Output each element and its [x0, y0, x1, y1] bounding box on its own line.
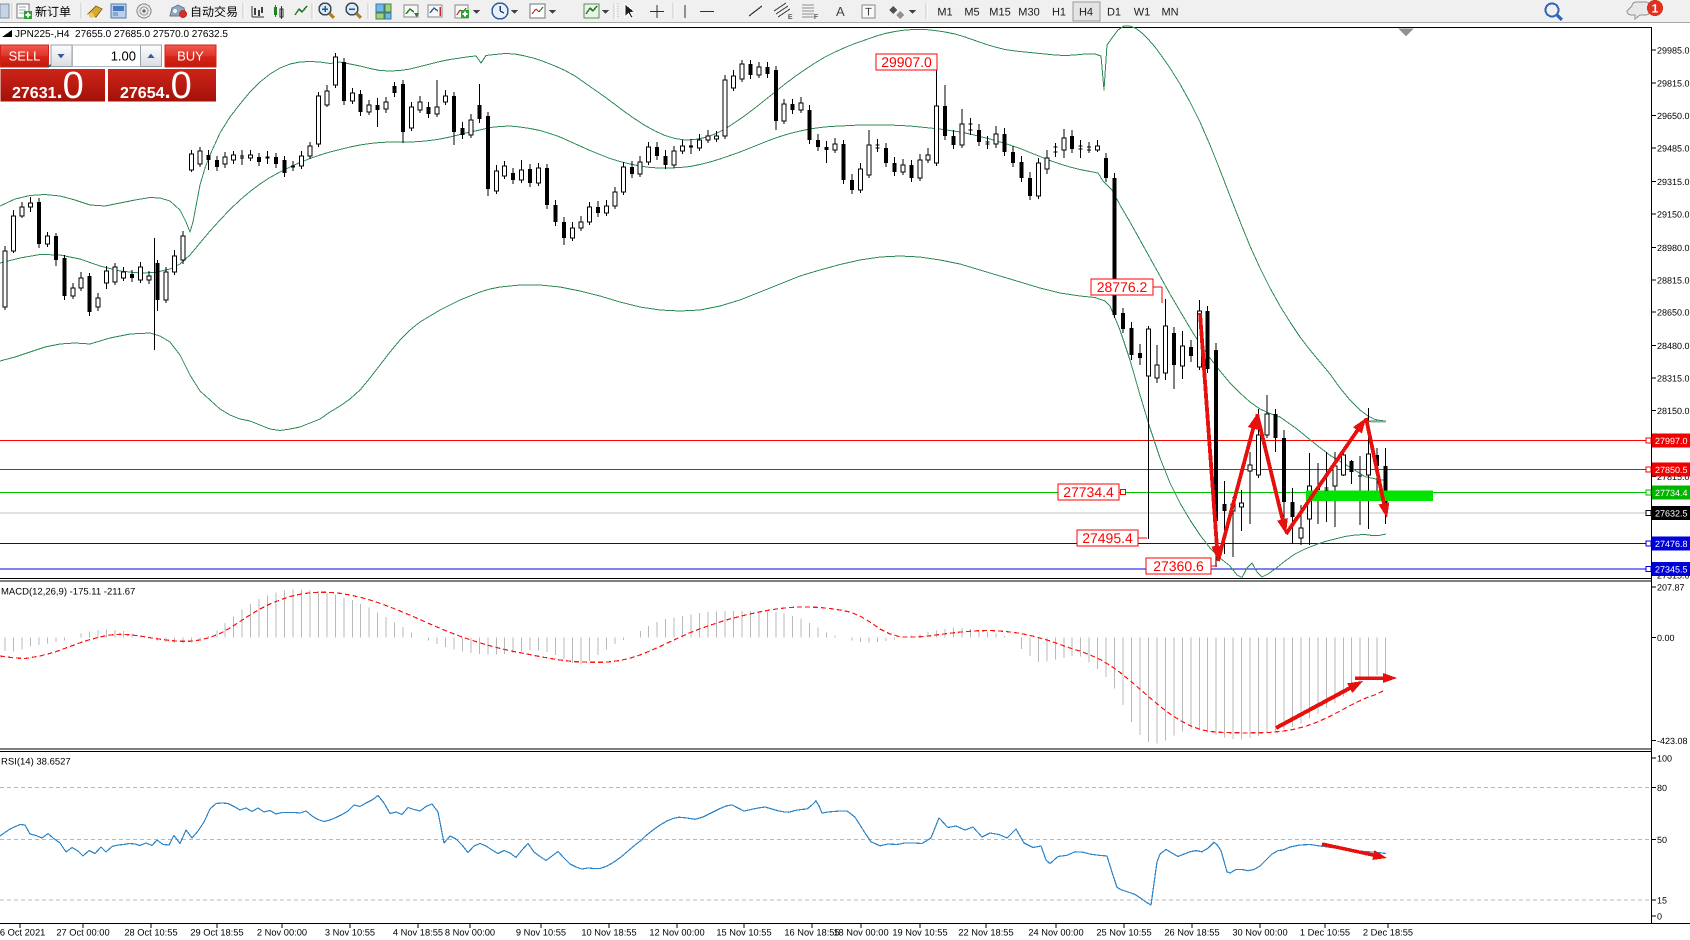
svg-text:SELL: SELL [9, 49, 41, 64]
svg-text:29650.0: 29650.0 [1657, 111, 1690, 121]
svg-text:100: 100 [1657, 754, 1672, 764]
svg-text:H1: H1 [1052, 7, 1066, 19]
svg-text:BUY: BUY [177, 49, 204, 64]
svg-text:M15: M15 [989, 7, 1010, 19]
svg-text:JPN225-,H4 27655.0 27685.0 27: JPN225-,H4 27655.0 27685.0 27570.0 27632… [15, 29, 228, 40]
svg-text:3 Nov 10:55: 3 Nov 10:55 [325, 928, 375, 938]
svg-text:D1: D1 [1107, 7, 1121, 19]
svg-text:0.00: 0.00 [1657, 633, 1675, 643]
svg-text:27476.8: 27476.8 [1655, 539, 1688, 549]
svg-text:0: 0 [1657, 912, 1662, 922]
svg-text:E: E [788, 14, 793, 21]
svg-text:29150.0: 29150.0 [1657, 209, 1690, 219]
svg-text:27631.0: 27631.0 [12, 65, 84, 107]
svg-text:F: F [814, 14, 818, 21]
svg-text:207.87: 207.87 [1657, 583, 1685, 593]
svg-text:28650.0: 28650.0 [1657, 308, 1690, 318]
svg-text:28776.2: 28776.2 [1097, 279, 1148, 295]
svg-text:27734.4: 27734.4 [1063, 484, 1114, 500]
svg-text:4 Nov 18:55: 4 Nov 18:55 [393, 928, 443, 938]
svg-text:8 Nov 00:00: 8 Nov 00:00 [445, 928, 495, 938]
svg-text:19 Nov 10:55: 19 Nov 10:55 [892, 928, 947, 938]
svg-text:-423.08: -423.08 [1657, 736, 1688, 746]
svg-text:29907.0: 29907.0 [881, 54, 932, 70]
svg-text:15 Nov 10:55: 15 Nov 10:55 [716, 928, 771, 938]
svg-text:28315.0: 28315.0 [1657, 374, 1690, 384]
svg-text:18 Nov 00:00: 18 Nov 00:00 [833, 928, 888, 938]
svg-text:29815.0: 29815.0 [1657, 79, 1690, 89]
svg-text:1 Dec 10:55: 1 Dec 10:55 [1300, 928, 1350, 938]
svg-text:27495.4: 27495.4 [1082, 530, 1133, 546]
svg-text:29985.0: 29985.0 [1657, 45, 1690, 55]
svg-text:10 Nov 18:55: 10 Nov 18:55 [581, 928, 636, 938]
svg-text:30 Nov 00:00: 30 Nov 00:00 [1232, 928, 1287, 938]
svg-text:28150.0: 28150.0 [1657, 406, 1690, 416]
svg-text:H4: H4 [1079, 7, 1093, 19]
svg-text:RSI(14) 38.6527: RSI(14) 38.6527 [1, 757, 71, 768]
svg-text:9 Nov 10:55: 9 Nov 10:55 [516, 928, 566, 938]
svg-text:29485.0: 29485.0 [1657, 144, 1690, 154]
svg-text:28480.0: 28480.0 [1657, 341, 1690, 351]
svg-text:W1: W1 [1134, 7, 1151, 19]
svg-text:15: 15 [1657, 896, 1667, 906]
svg-text:50: 50 [1657, 835, 1667, 845]
svg-text:MACD(12,26,9) -175.11 -211.67: MACD(12,26,9) -175.11 -211.67 [1, 587, 135, 598]
svg-text:27997.0: 27997.0 [1655, 436, 1688, 446]
svg-text:27 Oct 00:00: 27 Oct 00:00 [56, 928, 109, 938]
svg-text:28980.0: 28980.0 [1657, 243, 1690, 253]
svg-text:28 Oct 10:55: 28 Oct 10:55 [124, 928, 177, 938]
svg-text:1.00: 1.00 [111, 49, 136, 64]
svg-text:28815.0: 28815.0 [1657, 275, 1690, 285]
svg-text:27360.6: 27360.6 [1153, 558, 1204, 574]
svg-text:29315.0: 29315.0 [1657, 177, 1690, 187]
svg-text:M30: M30 [1018, 7, 1039, 19]
svg-text:26 Oct 2021: 26 Oct 2021 [0, 928, 45, 938]
svg-text:M5: M5 [964, 7, 979, 19]
svg-text:27345.5: 27345.5 [1655, 565, 1688, 575]
svg-text:M1: M1 [937, 7, 952, 19]
svg-text:27815.0: 27815.0 [1657, 472, 1690, 482]
svg-text:12 Nov 00:00: 12 Nov 00:00 [649, 928, 704, 938]
svg-text:25 Nov 10:55: 25 Nov 10:55 [1096, 928, 1151, 938]
svg-text:27850.5: 27850.5 [1655, 465, 1688, 475]
svg-text:A: A [836, 4, 845, 19]
svg-text:26 Nov 18:55: 26 Nov 18:55 [1164, 928, 1219, 938]
svg-text:80: 80 [1657, 783, 1667, 793]
svg-text:27632.5: 27632.5 [1655, 508, 1688, 518]
svg-text:T: T [865, 7, 872, 19]
svg-text:24 Nov 00:00: 24 Nov 00:00 [1028, 928, 1083, 938]
svg-text:27654.0: 27654.0 [120, 65, 192, 107]
svg-text:1: 1 [1652, 2, 1659, 16]
svg-text:MN: MN [1161, 7, 1178, 19]
svg-text:27734.4: 27734.4 [1655, 488, 1688, 498]
svg-text:22 Nov 18:55: 22 Nov 18:55 [958, 928, 1013, 938]
svg-text:16 Nov 18:55: 16 Nov 18:55 [784, 928, 839, 938]
svg-text:自动交易: 自动交易 [190, 5, 238, 19]
svg-text:2 Dec 18:55: 2 Dec 18:55 [1363, 928, 1413, 938]
svg-text:29 Oct 18:55: 29 Oct 18:55 [190, 928, 243, 938]
svg-text:2 Nov 00:00: 2 Nov 00:00 [257, 928, 307, 938]
svg-text:新订单: 新订单 [35, 5, 71, 19]
